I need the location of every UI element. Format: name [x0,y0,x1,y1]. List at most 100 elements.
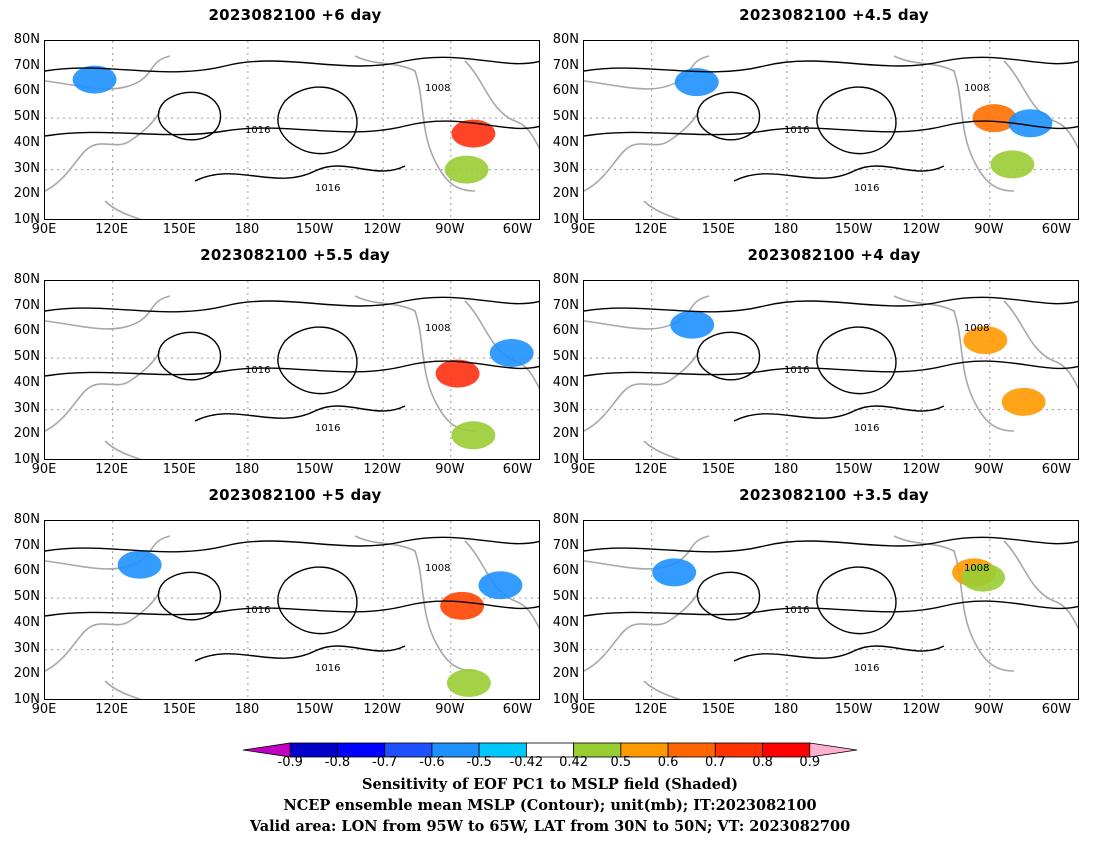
coastline [893,535,1015,672]
colorbar-triangle [809,742,858,758]
longitude-label: 120W [363,462,401,477]
sensitivity-shading [446,669,491,697]
panel-title: 2023082100 +5 day [208,486,382,504]
pressure-contour [157,91,222,141]
map-panel: 1016 1008 1016 [583,40,1079,220]
latitude-label: 80N [13,272,40,287]
longitude-label: 90E [570,702,596,717]
latitude-label: 80N [552,512,579,527]
latitude-label: 30N [13,160,40,176]
sensitivity-shading [1001,387,1046,416]
longitude-label: 120W [363,702,401,717]
caption-line-2: NCEP ensemble mean MSLP (Contour); unit(… [283,797,817,814]
contour-label: 1008 [425,83,450,94]
longitude-label: 150E [162,222,196,237]
sensitivity-shading [670,310,715,339]
latitude-label: 20N [13,186,40,202]
longitude-label: 150E [162,462,196,477]
longitude-label: 180 [234,462,260,477]
contour-label: 1016 [245,125,270,136]
map-panel: 1016 1008 1016 [583,280,1079,460]
colorbar-label: -0.9 [277,755,303,770]
sensitivity-shading [652,558,697,587]
coastline [45,350,161,432]
longitude-label: 150W [295,702,334,717]
pressure-contour [584,56,1078,73]
coastline [643,680,681,699]
colorbar-label: -0.5 [466,755,492,770]
panel-title: 2023082100 +5.5 day [200,246,390,264]
sensitivity-shading [440,591,485,620]
longitude-label: 150E [701,702,735,717]
colorbar-label: -0.42 [509,755,544,770]
longitude-label: 120E [95,462,129,477]
coastline [45,110,161,192]
longitude-label: 180 [773,702,799,717]
colorbar-label: -0.8 [324,755,351,770]
latitude-label: 10N [13,692,40,707]
coastline [584,110,700,192]
map-panel: 1016 1008 1016 [583,520,1079,700]
panel-title: 2023082100 +6 day [208,6,382,24]
sensitivity-shading [674,68,719,97]
contour-label: 1016 [784,125,809,136]
latitude-label: 40N [552,374,579,390]
latitude-label: 40N [13,374,40,390]
longitude-label: 90E [570,222,596,237]
longitude-label: 150E [701,222,735,237]
longitude-label: 60W [502,222,533,237]
latitude-label: 70N [13,57,40,73]
longitude-label: 150W [834,702,873,717]
longitude-label: 90W [974,222,1004,237]
colorbar-label: 0.5 [610,755,632,770]
latitude-label: 60N [13,323,40,339]
pressure-contour [696,91,761,141]
contour-label: 1016 [245,605,270,616]
latitude-label: 60N [552,563,579,579]
longitude-label: 120E [634,222,668,237]
latitude-label: 20N [552,186,579,202]
contour-label: 1016 [854,423,879,434]
latitude-label: 40N [13,614,40,630]
latitude-label: 70N [13,297,40,313]
coastline [584,350,700,432]
latitude-label: 70N [552,297,579,313]
contour-label: 1008 [425,323,450,334]
map-panel: 1016 1008 1016 [44,40,540,220]
contour-label: 1016 [784,365,809,376]
pressure-contour [816,326,897,395]
latitude-label: 30N [552,400,579,416]
longitude-label: 60W [1041,462,1072,477]
latitude-label: 40N [552,134,579,150]
coastline [464,60,539,150]
panel-title: 2023082100 +3.5 day [739,486,929,504]
longitude-label: 90E [31,462,57,477]
longitude-label: 180 [773,462,799,477]
contour-label: 1016 [245,365,270,376]
pressure-contour [45,296,539,313]
latitude-label: 60N [13,83,40,99]
map-panel: 1016 1008 1016 [44,280,540,460]
pressure-contour [194,645,406,662]
contour-label: 1016 [854,663,879,674]
latitude-label: 10N [552,692,579,707]
longitude-label: 180 [234,222,260,237]
pressure-contour [733,645,945,662]
coastline [104,200,142,219]
pressure-contour [277,566,358,635]
contour-label: 1016 [784,605,809,616]
latitude-label: 20N [13,666,40,682]
latitude-label: 50N [552,349,579,365]
latitude-label: 50N [552,589,579,605]
panel-title: 2023082100 +4.5 day [739,6,929,24]
sensitivity-shading [961,563,1006,592]
coastline [354,295,476,432]
sensitivity-shading [444,155,489,184]
latitude-label: 10N [13,212,40,227]
pressure-contour [45,536,539,553]
pressure-contour [696,571,761,621]
pressure-contour [277,86,358,155]
sensitivity-shading [1008,109,1053,138]
sensitivity-shading [117,550,162,579]
longitude-label: 90W [435,702,465,717]
